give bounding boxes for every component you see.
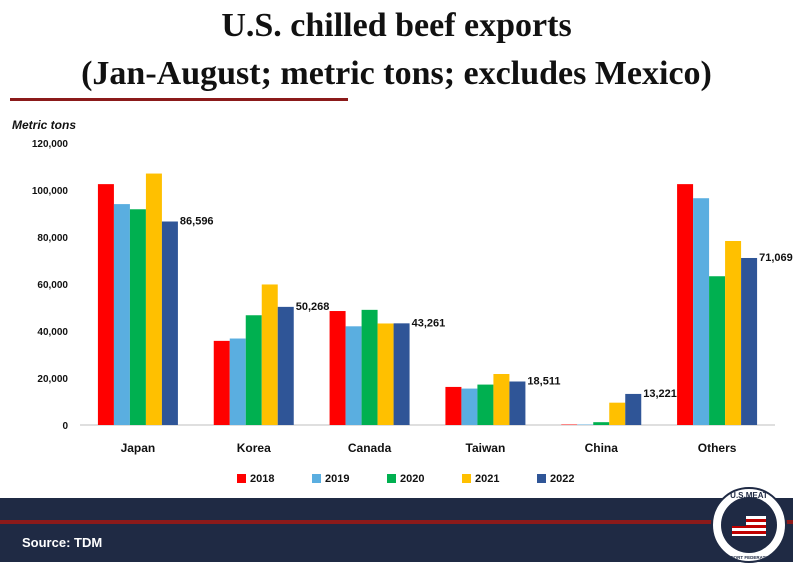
y-tick-label: 0	[62, 421, 68, 432]
bar-2020-korea	[245, 315, 262, 425]
legend-label: 2022	[550, 473, 574, 485]
bar-2021-china	[609, 402, 626, 425]
bar-2020-canada	[361, 309, 378, 425]
legend-label: 2019	[325, 473, 349, 485]
usmef-logo: U.S.MEAT EXPORT FEDERATION	[711, 487, 787, 563]
legend-swatch-2018	[237, 474, 246, 483]
data-label: 43,261	[412, 317, 446, 329]
bar-2020-taiwan	[477, 384, 494, 425]
source-note: Source: TDM	[22, 535, 103, 550]
legend-swatch-2019	[312, 474, 321, 483]
footer-band	[0, 498, 793, 520]
bar-2020-japan	[129, 209, 146, 425]
bar-2018-japan	[97, 184, 114, 425]
bar-2021-taiwan	[493, 374, 510, 425]
bar-2022-korea	[277, 306, 294, 425]
legend-swatch-2021	[462, 474, 471, 483]
y-tick-label: 60,000	[37, 280, 68, 291]
bar-2022-japan	[161, 221, 178, 425]
data-label: 86,596	[180, 215, 214, 227]
bar-2019-canada	[345, 326, 362, 425]
y-tick-label: 100,000	[32, 186, 69, 197]
bar-2018-korea	[213, 340, 230, 425]
legend-swatch-2022	[537, 474, 546, 483]
bar-2021-japan	[145, 173, 162, 425]
y-tick-label: 80,000	[37, 233, 68, 244]
x-tick-label: Taiwan	[466, 441, 506, 455]
x-tick-label: Korea	[237, 441, 271, 455]
bar-2021-canada	[377, 323, 394, 425]
chart-subtitle: (Jan-August; metric tons; excludes Mexic…	[81, 55, 712, 92]
bar-chart: 120,000 100,000 80,000 60,000 40,000 20,000 0 8…	[32, 139, 793, 485]
bar-2019-korea	[229, 338, 246, 425]
bar-2020-china	[593, 422, 610, 425]
legend-swatch-2020	[387, 474, 396, 483]
logo-top-text: U.S.MEAT	[730, 491, 768, 500]
legend-label: 2018	[250, 473, 274, 485]
data-label: 71,069	[759, 252, 793, 264]
bar-2022-china	[625, 393, 642, 425]
footer-bar	[0, 524, 793, 562]
x-tick-label: China	[585, 441, 619, 455]
bar-2020-others	[709, 276, 726, 425]
bar-2018-taiwan	[445, 386, 462, 425]
chart-title: U.S. chilled beef exports	[221, 7, 572, 44]
logo-bottom-text: EXPORT FEDERATION	[725, 555, 774, 560]
y-axis-label: Metric tons	[12, 118, 77, 132]
legend-label: 2021	[475, 473, 499, 485]
y-tick-label: 20,000	[37, 374, 68, 385]
legend-label: 2020	[400, 473, 424, 485]
title-accent-line	[10, 98, 348, 101]
data-label: 13,221	[643, 388, 677, 400]
data-label: 50,268	[296, 301, 330, 313]
bar-2018-canada	[329, 311, 346, 425]
bar-2022-others	[741, 257, 758, 425]
y-tick-label: 120,000	[32, 139, 69, 150]
x-tick-label: Others	[698, 441, 737, 455]
data-label: 18,511	[527, 375, 560, 387]
bar-2021-others	[725, 240, 742, 425]
bar-2021-korea	[261, 284, 278, 425]
x-tick-label: Japan	[121, 441, 156, 455]
footer-accent-stripe	[0, 520, 793, 524]
bar-2019-japan	[113, 204, 130, 425]
x-tick-label: Canada	[348, 441, 392, 455]
y-tick-label: 40,000	[37, 327, 68, 338]
bar-2018-others	[677, 184, 694, 425]
bar-2022-canada	[393, 323, 410, 425]
bar-2019-others	[693, 198, 710, 425]
bar-2019-taiwan	[461, 388, 478, 425]
bar-2022-taiwan	[509, 381, 526, 425]
